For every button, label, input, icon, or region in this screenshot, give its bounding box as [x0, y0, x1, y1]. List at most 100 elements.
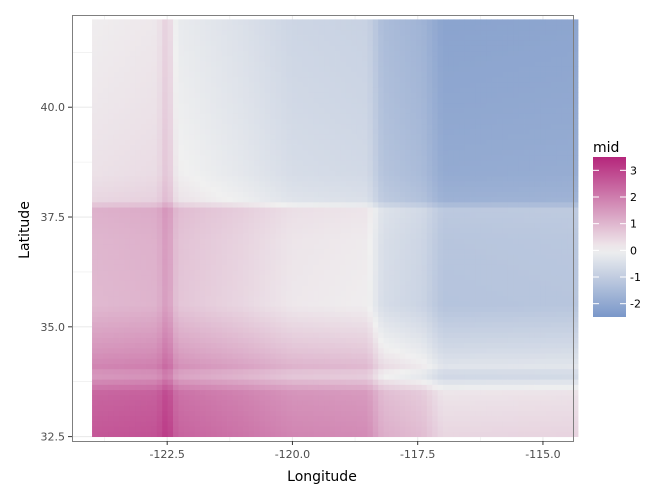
heatmap-cell: [340, 285, 347, 291]
heatmap-cell: [416, 118, 422, 125]
heatmap-cell: [189, 113, 196, 119]
heatmap-cell: [362, 243, 368, 250]
heatmap-cell: [291, 35, 298, 41]
heatmap-cell: [335, 50, 341, 57]
heatmap-cell: [372, 400, 379, 406]
heatmap-cell: [362, 175, 368, 182]
heatmap-cell: [410, 248, 417, 255]
heatmap-cell: [232, 342, 239, 349]
heatmap-cell: [173, 264, 179, 271]
heatmap-cell: [232, 368, 239, 375]
heatmap-cell: [140, 332, 147, 338]
heatmap-cell: [205, 87, 212, 93]
heatmap-cell: [156, 181, 163, 187]
heatmap-cell: [335, 81, 341, 88]
heatmap-cell: [200, 358, 206, 364]
heatmap-cell: [178, 389, 185, 396]
heatmap-cell: [356, 108, 363, 114]
heatmap-cell: [351, 40, 358, 46]
heatmap-cell: [410, 35, 417, 41]
heatmap-cell: [108, 149, 115, 156]
heatmap-cell: [259, 102, 266, 109]
heatmap-cell: [297, 181, 304, 187]
heatmap-cell: [135, 76, 142, 83]
heatmap-cell: [335, 76, 341, 83]
heatmap-cell: [200, 76, 206, 83]
heatmap-cell: [194, 342, 201, 349]
heatmap-cell: [313, 181, 320, 187]
heatmap-cell: [286, 61, 293, 67]
heatmap-cell: [124, 400, 131, 406]
heatmap-cell: [410, 332, 417, 338]
heatmap-cell: [270, 134, 277, 140]
heatmap-cell: [113, 321, 120, 328]
heatmap-cell: [264, 35, 271, 41]
heatmap-cell: [297, 368, 304, 375]
heatmap-cell: [405, 76, 412, 83]
heatmap-cell: [254, 332, 260, 338]
heatmap-cell: [426, 337, 433, 344]
heatmap-cell: [367, 347, 374, 354]
heatmap-cell: [97, 55, 104, 62]
heatmap-cell: [124, 40, 131, 46]
heatmap-cell: [183, 353, 190, 359]
heatmap-cell: [286, 139, 293, 145]
heatmap-cell: [243, 212, 250, 218]
heatmap-cell: [259, 337, 266, 344]
heatmap-cell: [416, 347, 422, 354]
heatmap-cell: [356, 191, 363, 198]
heatmap-cell: [297, 353, 304, 359]
heatmap-cell: [351, 212, 358, 218]
heatmap-cell: [124, 295, 131, 302]
heatmap-cell: [156, 191, 163, 198]
heatmap-cell: [362, 259, 368, 265]
heatmap-cell: [135, 374, 142, 380]
heatmap-cell: [340, 342, 347, 349]
heatmap-cell: [367, 337, 374, 344]
heatmap-cell: [329, 410, 336, 417]
heatmap-cell: [259, 301, 266, 307]
heatmap-cell: [113, 165, 120, 172]
heatmap-cell: [237, 186, 244, 192]
heatmap-cell: [113, 243, 120, 250]
heatmap-cell: [178, 280, 185, 286]
heatmap-cell: [394, 332, 401, 338]
heatmap-cell: [232, 420, 239, 427]
heatmap-cell: [135, 71, 142, 78]
heatmap-cell: [275, 196, 282, 203]
heatmap-cell: [351, 191, 358, 198]
heatmap-cell: [405, 134, 412, 140]
heatmap-cell: [119, 212, 125, 218]
heatmap-cell: [345, 76, 352, 83]
heatmap-cell: [194, 243, 201, 250]
heatmap-cell: [173, 50, 179, 57]
heatmap-cell: [205, 311, 212, 318]
heatmap-cell: [318, 50, 325, 57]
heatmap-cell: [108, 259, 115, 265]
heatmap-cell: [151, 19, 158, 26]
heatmap-cell: [372, 353, 379, 359]
heatmap-cell: [297, 379, 304, 385]
heatmap-cell: [162, 374, 169, 380]
heatmap-cell: [156, 222, 163, 229]
heatmap-cell: [129, 248, 136, 255]
heatmap-cell: [302, 76, 309, 83]
heatmap-cell: [113, 426, 120, 432]
heatmap-cell: [119, 217, 125, 224]
heatmap-cell: [200, 431, 206, 438]
heatmap-cell: [232, 332, 239, 338]
heatmap-cell: [119, 139, 125, 145]
heatmap-cell: [367, 363, 374, 370]
heatmap-cell: [237, 128, 244, 135]
heatmap-cell: [102, 128, 109, 135]
heatmap-cell: [194, 144, 201, 151]
heatmap-cell: [108, 61, 115, 67]
heatmap-cell: [124, 394, 131, 401]
heatmap-cell: [162, 92, 169, 99]
heatmap-cell: [378, 280, 385, 286]
heatmap-cell: [286, 389, 293, 396]
heatmap-cell: [264, 342, 271, 349]
heatmap-cell: [227, 353, 233, 359]
heatmap-cell: [356, 280, 363, 286]
heatmap-cell: [183, 274, 190, 281]
